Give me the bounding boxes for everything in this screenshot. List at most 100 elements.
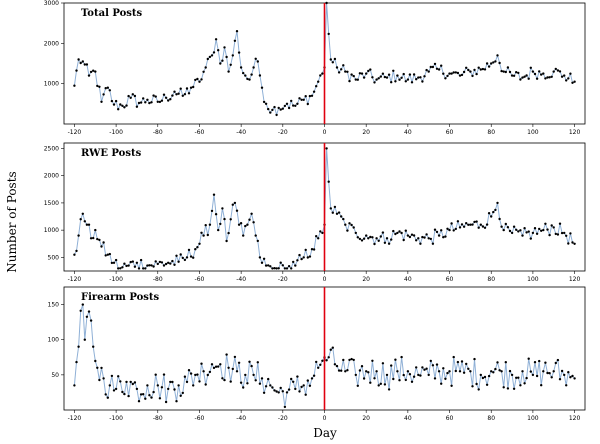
data-point bbox=[400, 231, 403, 235]
data-point bbox=[306, 256, 309, 259]
x-tick-label: -120 bbox=[68, 129, 82, 136]
data-point bbox=[375, 78, 378, 81]
data-point bbox=[279, 108, 282, 111]
data-point bbox=[373, 81, 376, 84]
data-point bbox=[544, 222, 547, 225]
data-point bbox=[252, 66, 255, 69]
data-point bbox=[560, 369, 564, 373]
data-point bbox=[317, 80, 320, 83]
data-point bbox=[142, 393, 145, 396]
data-point bbox=[242, 71, 245, 75]
data-point bbox=[164, 400, 168, 404]
data-point bbox=[146, 384, 149, 387]
data-point bbox=[548, 372, 551, 375]
data-point bbox=[210, 363, 214, 366]
data-point bbox=[254, 234, 257, 237]
data-point bbox=[342, 64, 345, 67]
data-point bbox=[131, 382, 134, 386]
data-point bbox=[346, 369, 349, 372]
x-tick-label: -40 bbox=[236, 415, 246, 422]
data-point bbox=[315, 85, 318, 88]
data-point bbox=[340, 215, 343, 218]
data-point bbox=[183, 375, 187, 378]
data-point bbox=[204, 224, 207, 227]
data-point bbox=[162, 264, 166, 267]
data-point bbox=[104, 87, 107, 90]
data-point bbox=[533, 361, 537, 364]
x-tick-label: 100 bbox=[527, 276, 539, 283]
data-point bbox=[75, 69, 78, 72]
data-point bbox=[571, 81, 574, 85]
data-point bbox=[369, 381, 372, 384]
x-tick-label: 40 bbox=[404, 276, 412, 283]
data-point bbox=[512, 74, 516, 78]
data-point bbox=[504, 361, 507, 364]
data-point bbox=[264, 385, 268, 388]
data-point bbox=[200, 78, 203, 81]
data-point bbox=[281, 107, 284, 110]
data-point bbox=[465, 66, 468, 70]
data-point bbox=[342, 217, 345, 221]
data-point bbox=[214, 365, 218, 368]
data-point bbox=[458, 370, 462, 373]
data-point bbox=[100, 366, 103, 370]
data-point bbox=[187, 92, 191, 95]
data-point bbox=[214, 213, 218, 216]
data-point bbox=[108, 252, 112, 256]
data-point bbox=[404, 80, 407, 83]
data-point bbox=[362, 76, 366, 79]
data-point bbox=[148, 101, 151, 105]
data-point bbox=[106, 253, 110, 256]
x-tick-label: -100 bbox=[109, 415, 123, 422]
data-point bbox=[287, 106, 291, 110]
data-point bbox=[494, 60, 497, 63]
x-tick-label: -20 bbox=[278, 415, 288, 422]
y-tick-label: 150 bbox=[48, 302, 60, 309]
data-point bbox=[462, 70, 466, 74]
data-point bbox=[117, 375, 120, 378]
data-point bbox=[321, 72, 324, 75]
data-point bbox=[223, 217, 226, 221]
data-point bbox=[81, 60, 85, 63]
data-point bbox=[552, 226, 555, 229]
data-point bbox=[152, 94, 155, 97]
data-point bbox=[212, 193, 216, 196]
data-point bbox=[558, 70, 562, 73]
data-point bbox=[277, 267, 280, 270]
data-point bbox=[148, 264, 151, 267]
data-point bbox=[485, 62, 489, 65]
data-point bbox=[315, 360, 318, 364]
data-point bbox=[181, 256, 184, 260]
data-point bbox=[110, 261, 114, 265]
data-point bbox=[500, 69, 503, 73]
data-point bbox=[429, 237, 432, 241]
data-point bbox=[227, 70, 230, 73]
data-point bbox=[242, 234, 245, 237]
data-point bbox=[329, 207, 332, 210]
data-point bbox=[402, 373, 405, 377]
data-point bbox=[396, 370, 399, 373]
data-point bbox=[248, 218, 251, 221]
data-point bbox=[198, 242, 201, 245]
data-point bbox=[112, 103, 116, 106]
data-point bbox=[542, 370, 545, 373]
data-point bbox=[456, 71, 460, 75]
data-point bbox=[527, 230, 530, 233]
x-tick-label: 60 bbox=[446, 129, 454, 136]
y-tick-label: 2000 bbox=[44, 40, 59, 47]
data-point bbox=[483, 375, 487, 379]
data-point bbox=[335, 66, 339, 69]
data-point bbox=[296, 375, 299, 378]
data-point bbox=[362, 237, 366, 240]
data-point bbox=[392, 69, 395, 73]
data-point bbox=[410, 81, 414, 84]
data-point bbox=[160, 261, 164, 264]
data-point bbox=[458, 226, 462, 229]
data-point bbox=[296, 259, 299, 262]
data-point bbox=[469, 370, 472, 373]
data-point bbox=[483, 68, 487, 71]
data-point bbox=[258, 256, 262, 259]
data-point bbox=[221, 59, 224, 62]
data-point bbox=[287, 388, 291, 391]
data-point bbox=[446, 74, 449, 78]
